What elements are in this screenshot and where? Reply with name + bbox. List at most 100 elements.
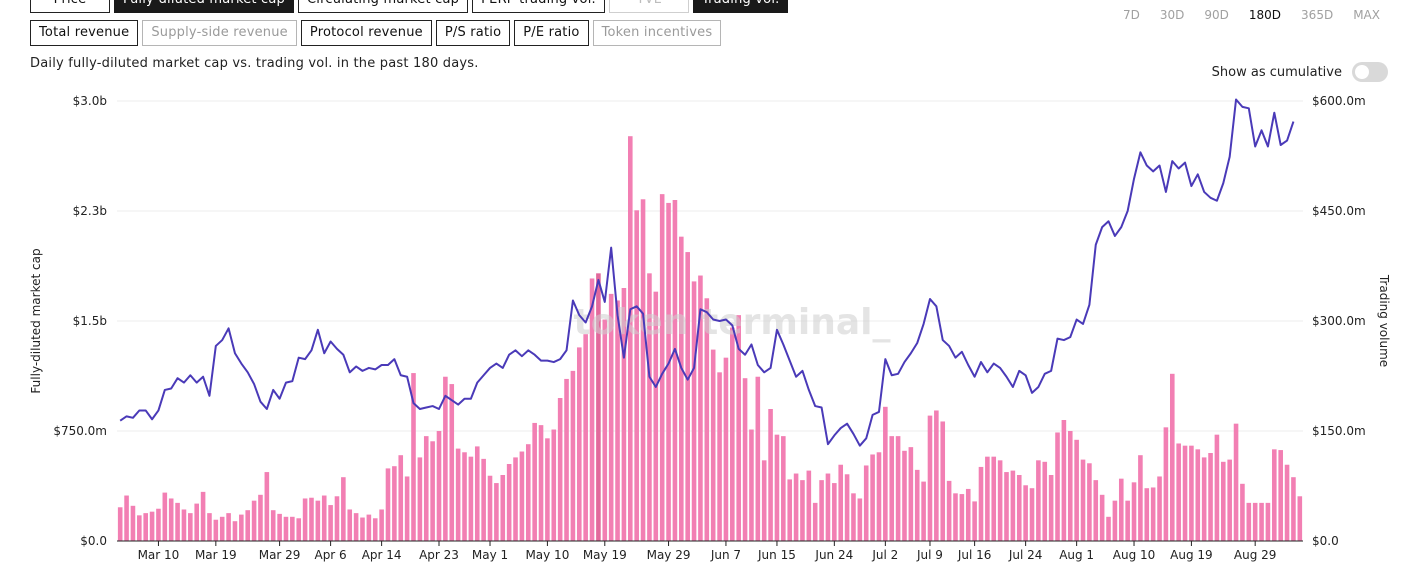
volume-bar[interactable] — [889, 436, 895, 541]
volume-bar[interactable] — [500, 475, 506, 541]
volume-bar[interactable] — [290, 516, 295, 541]
volume-bar[interactable] — [819, 480, 824, 541]
volume-bar[interactable] — [1233, 423, 1239, 541]
volume-bar[interactable] — [213, 519, 219, 541]
volume-bar[interactable] — [341, 477, 346, 541]
volume-bar[interactable] — [832, 483, 837, 541]
volume-bar[interactable] — [1067, 431, 1073, 541]
volume-bar[interactable] — [194, 503, 199, 541]
volume-bar[interactable] — [392, 466, 397, 541]
volume-bar[interactable] — [404, 476, 410, 541]
volume-bar[interactable] — [570, 370, 576, 541]
volume-bar[interactable] — [659, 194, 665, 541]
volume-bar[interactable] — [934, 410, 939, 541]
volume-bar[interactable] — [1208, 453, 1213, 541]
volume-bar[interactable] — [1042, 461, 1048, 541]
range-7d[interactable]: 7D — [1122, 8, 1140, 22]
volume-bar[interactable] — [812, 502, 818, 541]
volume-bar[interactable] — [806, 470, 812, 541]
volume-bar[interactable] — [1201, 457, 1207, 541]
volume-bar[interactable] — [1163, 427, 1169, 541]
metric-tab-protocol-revenue[interactable]: Protocol revenue — [300, 20, 432, 46]
volume-bar[interactable] — [188, 513, 193, 541]
volume-bar[interactable] — [914, 469, 920, 541]
metric-tab-total-revenue[interactable]: Total revenue — [30, 20, 139, 46]
volume-bar[interactable] — [870, 454, 875, 541]
volume-bar[interactable] — [1278, 450, 1283, 541]
volume-bar[interactable] — [902, 450, 907, 541]
volume-bar[interactable] — [800, 480, 805, 541]
metric-tab-price[interactable]: Price — [30, 0, 110, 13]
volume-bar[interactable] — [576, 347, 582, 541]
metric-tab-fully-diluted-market-cap[interactable]: Fully-diluted market cap — [114, 0, 295, 13]
volume-bar[interactable] — [1004, 472, 1009, 541]
volume-bar[interactable] — [628, 136, 633, 541]
volume-bar[interactable] — [366, 514, 372, 541]
volume-bar[interactable] — [449, 384, 455, 541]
volume-bar[interactable] — [353, 513, 359, 541]
volume-bar[interactable] — [959, 494, 965, 541]
volume-bar[interactable] — [1291, 477, 1296, 541]
volume-bar[interactable] — [124, 495, 129, 541]
volume-bar[interactable] — [602, 319, 608, 541]
volume-bar[interactable] — [736, 315, 741, 541]
volume-bar[interactable] — [219, 516, 225, 541]
volume-bar[interactable] — [1189, 445, 1194, 541]
volume-bar[interactable] — [1144, 488, 1150, 541]
volume-bar[interactable] — [532, 422, 537, 541]
metric-tab-p-s-ratio[interactable]: P/S ratio — [435, 20, 511, 46]
volume-bar[interactable] — [1157, 476, 1162, 541]
range-365d[interactable]: 365D — [1301, 8, 1334, 22]
volume-bar[interactable] — [564, 378, 569, 541]
volume-bar[interactable] — [583, 334, 588, 541]
volume-bar[interactable] — [940, 421, 946, 541]
volume-bar[interactable] — [634, 210, 639, 541]
volume-bar[interactable] — [793, 473, 799, 541]
volume-bar[interactable] — [430, 441, 435, 541]
volume-bar[interactable] — [315, 500, 321, 541]
metric-tab-circulating-market-cap[interactable]: Circulating market cap — [298, 0, 469, 13]
volume-bar[interactable] — [1061, 420, 1067, 541]
volume-bar[interactable] — [309, 497, 314, 541]
volume-bar[interactable] — [621, 288, 627, 541]
volume-bar[interactable] — [334, 496, 340, 541]
volume-bar[interactable] — [863, 465, 869, 541]
volume-bar[interactable] — [672, 200, 678, 541]
volume-bar[interactable] — [1272, 449, 1277, 541]
volume-bar[interactable] — [385, 468, 391, 541]
metric-tab-p-e-ratio[interactable]: P/E ratio — [514, 20, 589, 46]
volume-bar[interactable] — [749, 429, 754, 541]
volume-bar[interactable] — [1029, 488, 1035, 541]
volume-bar[interactable] — [519, 451, 525, 541]
range-180d[interactable]: 180D — [1248, 8, 1282, 22]
volume-bar[interactable] — [207, 513, 212, 541]
volume-bar[interactable] — [270, 510, 276, 541]
volume-bar[interactable] — [168, 498, 174, 541]
range-90d[interactable]: 90D — [1204, 8, 1229, 22]
volume-bar[interactable] — [372, 518, 378, 541]
volume-bar[interactable] — [239, 514, 244, 541]
volume-bar[interactable] — [1099, 494, 1105, 541]
volume-bar[interactable] — [423, 436, 429, 541]
volume-bar[interactable] — [1265, 502, 1271, 541]
volume-bar[interactable] — [647, 273, 652, 541]
volume-bar[interactable] — [1297, 496, 1303, 541]
volume-bar[interactable] — [985, 456, 990, 541]
volume-bar[interactable] — [978, 466, 984, 541]
volume-bar[interactable] — [755, 376, 761, 541]
volume-bar[interactable] — [506, 464, 512, 541]
volume-bar[interactable] — [1227, 459, 1232, 541]
volume-bar[interactable] — [781, 436, 786, 541]
volume-bar[interactable] — [691, 281, 697, 541]
volume-bar[interactable] — [417, 457, 423, 541]
metric-tab-tvl[interactable]: TVL — [608, 0, 689, 13]
volume-bar[interactable] — [468, 456, 474, 541]
volume-bar[interactable] — [551, 429, 557, 541]
volume-bar[interactable] — [991, 456, 997, 541]
volume-bar[interactable] — [455, 448, 461, 541]
volume-bar[interactable] — [1023, 485, 1028, 541]
volume-bar[interactable] — [277, 513, 282, 541]
volume-bar[interactable] — [953, 493, 958, 541]
volume-bar[interactable] — [181, 509, 187, 541]
volume-bar[interactable] — [768, 409, 773, 541]
